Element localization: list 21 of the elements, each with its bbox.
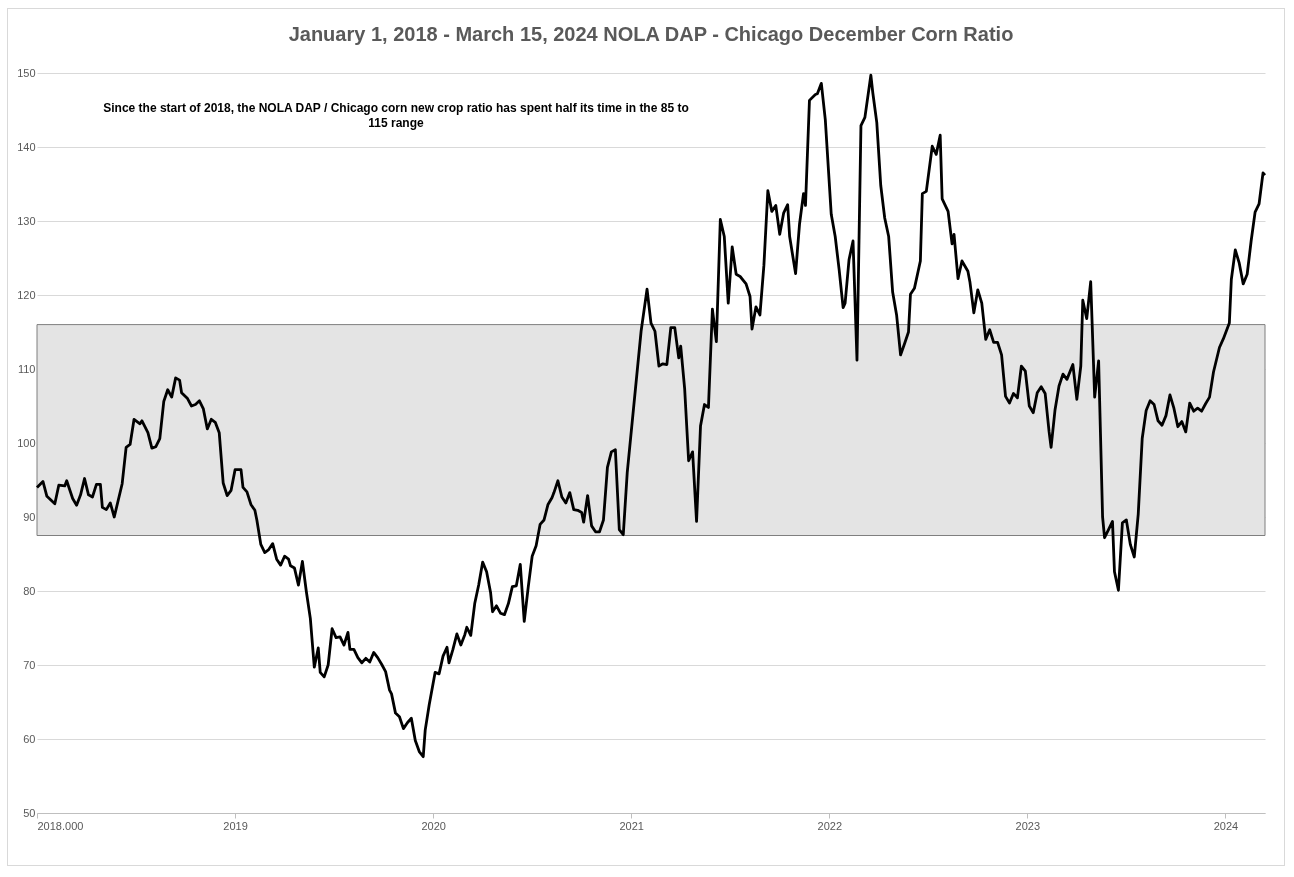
y-tick-label: 80 xyxy=(23,584,36,597)
x-tick-label: 2020 xyxy=(421,819,446,832)
chart-title: January 1, 2018 - March 15, 2024 NOLA DAP - Chicago December Corn Ratio xyxy=(288,23,1014,45)
y-tick-label: 60 xyxy=(23,732,36,745)
y-tick-label: 90 xyxy=(23,510,36,523)
x-tick-label: 2019 xyxy=(223,819,248,832)
x-tick-label: 2021 xyxy=(619,819,644,832)
x-tick-label: 2018.000 xyxy=(37,819,84,832)
y-tick-label: 120 xyxy=(17,288,36,301)
y-tick-label: 110 xyxy=(17,362,36,375)
y-tick-label: 50 xyxy=(23,806,36,819)
x-tick-label: 2022 xyxy=(817,819,842,832)
y-tick-label: 100 xyxy=(17,436,36,449)
line-series xyxy=(35,73,1267,759)
y-tick-label: 130 xyxy=(17,214,36,227)
x-tick-label: 2024 xyxy=(1213,819,1239,832)
y-tick-label: 70 xyxy=(23,658,36,671)
y-tick-label: 140 xyxy=(17,140,36,153)
y-tick-label: 150 xyxy=(17,66,36,79)
annotation: Since the start of 2018, the NOLA DAP / Chicago corn new crop ratio has spent half its time in the 85 to 115 range xyxy=(102,101,690,131)
x-tick-label: 2023 xyxy=(1015,819,1041,832)
